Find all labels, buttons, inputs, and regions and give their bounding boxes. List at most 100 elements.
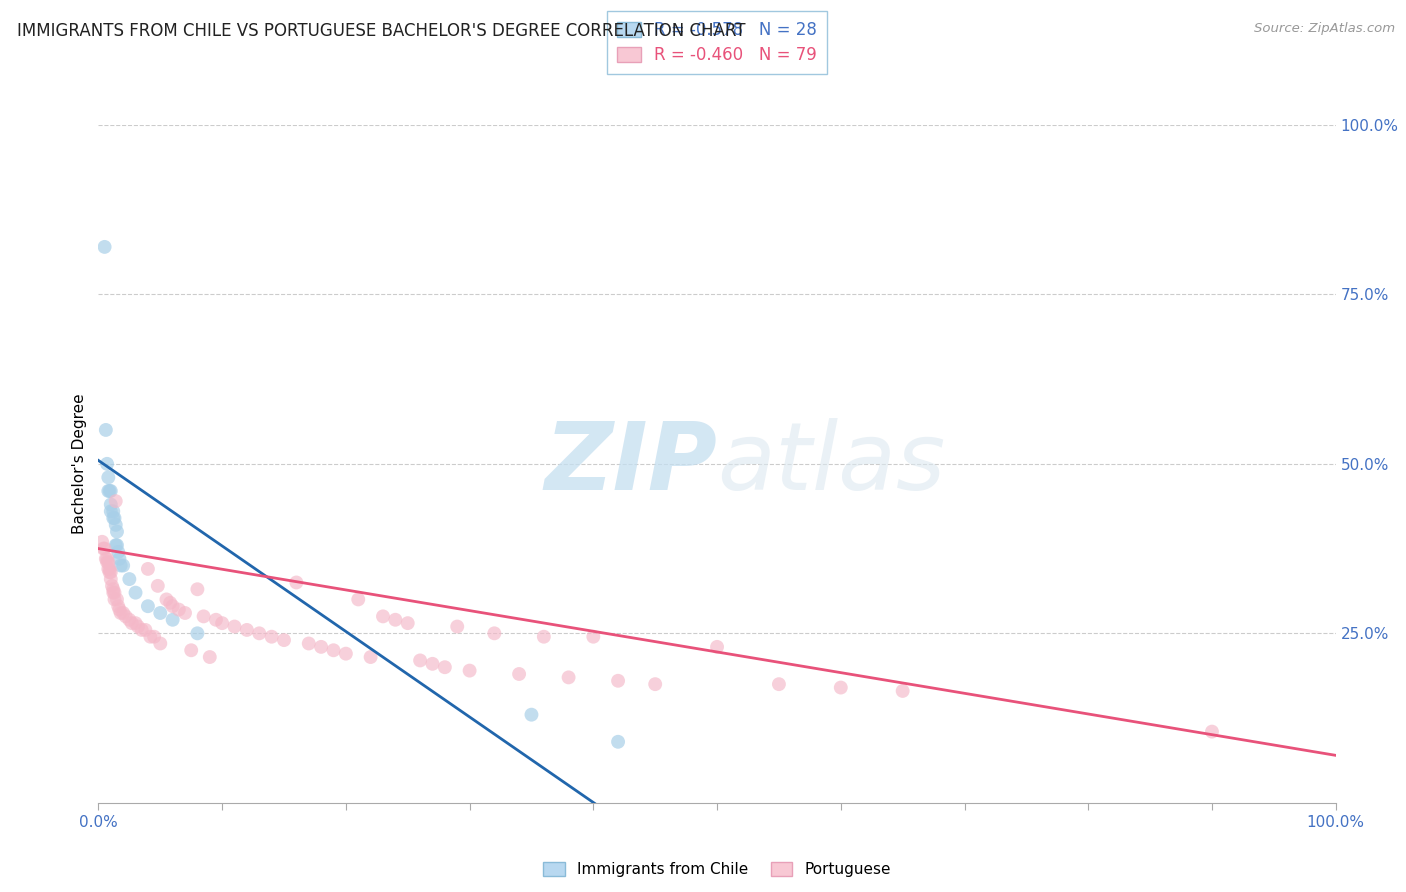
Point xyxy=(260,630,283,644)
Point xyxy=(143,630,166,644)
Point xyxy=(236,623,259,637)
Point xyxy=(98,566,121,580)
Point xyxy=(107,599,129,614)
Point xyxy=(607,673,630,688)
Point xyxy=(104,517,127,532)
Point xyxy=(205,613,228,627)
Point xyxy=(891,684,914,698)
Point xyxy=(97,562,120,576)
Point xyxy=(98,483,121,498)
Point xyxy=(347,592,370,607)
Text: ZIP: ZIP xyxy=(544,417,717,510)
Text: IMMIGRANTS FROM CHILE VS PORTUGUESE BACHELOR'S DEGREE CORRELATION CHART: IMMIGRANTS FROM CHILE VS PORTUGUESE BACH… xyxy=(17,22,745,40)
Point xyxy=(104,538,127,552)
Point xyxy=(124,616,146,631)
Point xyxy=(103,585,125,599)
Point xyxy=(409,653,432,667)
Point xyxy=(108,602,131,616)
Point xyxy=(433,660,456,674)
Point xyxy=(149,636,172,650)
Point xyxy=(118,572,141,586)
Point xyxy=(360,650,382,665)
Point xyxy=(155,592,177,607)
Point xyxy=(162,599,184,614)
Point xyxy=(93,240,115,254)
Point xyxy=(193,609,215,624)
Point xyxy=(100,498,122,512)
Point xyxy=(94,551,117,566)
Y-axis label: Bachelor's Degree: Bachelor's Degree xyxy=(72,393,87,534)
Point xyxy=(110,606,132,620)
Point xyxy=(159,596,181,610)
Point xyxy=(186,582,208,597)
Point xyxy=(162,613,184,627)
Point xyxy=(96,457,118,471)
Point xyxy=(136,562,159,576)
Point xyxy=(100,483,122,498)
Point xyxy=(100,572,122,586)
Point xyxy=(174,606,197,620)
Point xyxy=(104,494,127,508)
Point xyxy=(127,619,149,633)
Point xyxy=(124,585,146,599)
Point xyxy=(131,623,153,637)
Point xyxy=(97,483,120,498)
Point xyxy=(830,681,852,695)
Point xyxy=(93,541,115,556)
Point xyxy=(149,606,172,620)
Point xyxy=(582,630,605,644)
Point xyxy=(103,585,125,599)
Text: atlas: atlas xyxy=(717,418,945,509)
Point xyxy=(101,579,124,593)
Point xyxy=(768,677,790,691)
Point xyxy=(91,534,114,549)
Point xyxy=(146,579,169,593)
Point xyxy=(446,619,468,633)
Point xyxy=(103,504,125,518)
Point xyxy=(103,582,125,597)
Point xyxy=(198,650,221,665)
Point xyxy=(118,613,141,627)
Point xyxy=(335,647,357,661)
Point xyxy=(107,545,129,559)
Point xyxy=(93,541,115,556)
Point xyxy=(557,670,579,684)
Point xyxy=(607,735,630,749)
Point xyxy=(396,616,419,631)
Point xyxy=(484,626,506,640)
Point xyxy=(167,602,190,616)
Point xyxy=(706,640,728,654)
Point xyxy=(371,609,394,624)
Point xyxy=(94,423,117,437)
Point xyxy=(136,599,159,614)
Point xyxy=(285,575,308,590)
Point xyxy=(508,667,530,681)
Point xyxy=(309,640,332,654)
Point xyxy=(180,643,202,657)
Point xyxy=(273,633,295,648)
Point xyxy=(322,643,344,657)
Point xyxy=(103,592,125,607)
Point xyxy=(520,707,543,722)
Point xyxy=(224,619,246,633)
Point xyxy=(105,524,128,539)
Point xyxy=(114,609,136,624)
Point xyxy=(186,626,208,640)
Point xyxy=(108,551,131,566)
Point xyxy=(134,623,156,637)
Text: Source: ZipAtlas.com: Source: ZipAtlas.com xyxy=(1254,22,1395,36)
Point xyxy=(100,504,122,518)
Point xyxy=(96,555,118,569)
Point xyxy=(96,551,118,566)
Point xyxy=(105,592,128,607)
Point xyxy=(644,677,666,691)
Point xyxy=(105,538,128,552)
Point xyxy=(112,606,135,620)
Point xyxy=(1201,724,1223,739)
Point xyxy=(103,511,125,525)
Point xyxy=(100,566,122,580)
Point xyxy=(139,630,162,644)
Point xyxy=(112,558,135,573)
Point xyxy=(247,626,270,640)
Point xyxy=(97,555,120,569)
